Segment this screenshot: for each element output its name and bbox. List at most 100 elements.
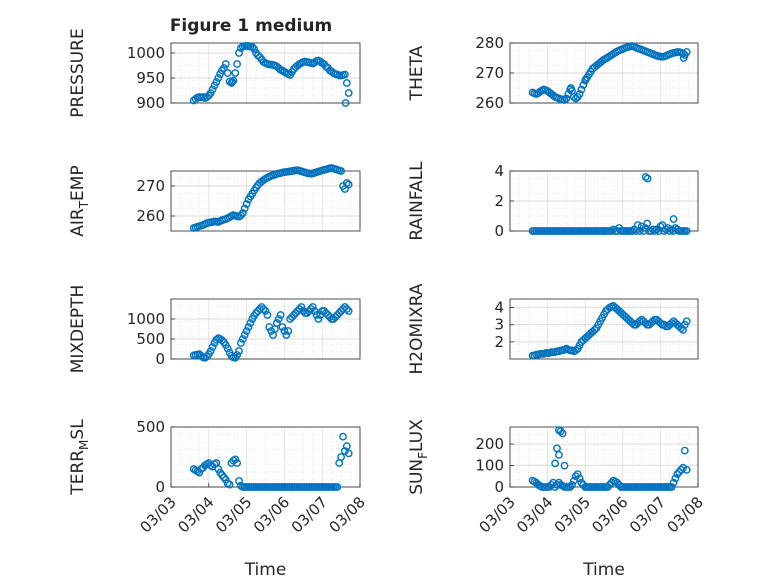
- data-point: [344, 89, 353, 97]
- ytick-label: 260: [475, 94, 504, 112]
- data-point: [677, 465, 685, 474]
- data-point: [571, 94, 580, 103]
- data-point: [233, 459, 242, 467]
- data-point: [682, 48, 691, 56]
- data-point: [231, 69, 240, 77]
- data-point: [229, 76, 238, 85]
- data-point: [242, 200, 251, 208]
- data-point: [235, 49, 243, 57]
- data-point: [342, 179, 351, 187]
- data-point: [244, 323, 253, 331]
- data-point: [344, 180, 353, 189]
- ylabel: MIXDEPTH: [68, 285, 88, 374]
- data-point: [337, 167, 345, 175]
- data-point: [344, 307, 353, 315]
- data-point: [607, 478, 616, 487]
- data-point: [682, 465, 691, 474]
- data-point: [556, 427, 565, 436]
- data-point: [228, 78, 237, 86]
- data-point: [560, 461, 569, 470]
- ylabel-part: EMP: [68, 165, 88, 201]
- data-point: [227, 351, 236, 360]
- ylabel-part: AIR: [68, 208, 88, 237]
- ylabel-part: SL: [68, 419, 88, 440]
- data-point: [568, 480, 576, 489]
- data-point: [571, 472, 580, 481]
- data-point: [272, 319, 281, 327]
- data-point: [284, 327, 293, 335]
- ylabel: RAINFALL: [407, 161, 427, 241]
- subplot-h2omixra: 234 H2OMIXRA: [407, 283, 699, 375]
- data-point: [282, 331, 291, 339]
- data-point: [333, 483, 342, 491]
- ylabel: TERRMSL: [68, 419, 91, 496]
- ylabel: PRESSURE: [68, 28, 88, 117]
- data-point: [643, 174, 652, 183]
- data-point: [208, 85, 217, 94]
- data-point: [590, 325, 599, 334]
- data-point: [238, 335, 247, 343]
- ytick-label: 270: [136, 177, 165, 195]
- axes-box: [509, 298, 699, 360]
- data-point: [250, 45, 259, 53]
- data-point: [340, 70, 349, 79]
- data-point: [566, 483, 575, 491]
- subplot-air-temp: 260 270 AIRTEMP: [68, 164, 361, 237]
- data-point: [342, 305, 351, 313]
- ytick-label: 280: [475, 34, 504, 52]
- ylabel: SUNFLUX: [407, 419, 430, 495]
- data-point: [549, 91, 558, 100]
- data-point: [236, 339, 245, 347]
- data-point: [607, 227, 616, 235]
- data-point: [310, 307, 319, 315]
- data-point: [673, 470, 682, 478]
- data-point: [212, 78, 221, 86]
- data-point: [342, 79, 351, 87]
- data-point: [575, 90, 584, 98]
- data-point: [344, 449, 353, 458]
- data-point: [235, 347, 243, 355]
- data-point: [278, 323, 287, 331]
- ytick-label: 0: [155, 350, 165, 368]
- data-point: [308, 303, 317, 311]
- ylabel: H2OMIXRA: [407, 283, 427, 374]
- data-point: [235, 477, 243, 485]
- data-point: [242, 327, 251, 335]
- data-point: [667, 483, 676, 491]
- ytick-label: 0: [494, 222, 504, 240]
- data-point: [549, 478, 558, 487]
- data-point: [218, 336, 226, 345]
- data-point: [628, 319, 637, 327]
- ytick-label: 500: [136, 418, 165, 436]
- ylabel-part: LUX: [407, 419, 427, 452]
- data-point: [240, 331, 249, 339]
- ytick-label: 0: [155, 478, 165, 496]
- ytick-label: 4: [494, 299, 504, 317]
- ytick-label: 1000: [127, 310, 165, 328]
- data-point: [649, 317, 657, 326]
- data-point: [238, 209, 247, 217]
- data-point: [337, 453, 345, 461]
- data-point: [628, 227, 637, 235]
- data-point: [263, 311, 272, 319]
- ytick-label: 100: [475, 457, 504, 475]
- ylabel-subscript: F: [416, 452, 430, 459]
- data-point: [223, 344, 232, 353]
- axes-box: [170, 42, 361, 104]
- ytick-label: 0: [494, 478, 504, 496]
- ytick-label: 2: [494, 192, 504, 210]
- ytick-label: 500: [136, 330, 165, 348]
- data-point: [341, 99, 350, 107]
- data-point: [312, 311, 321, 319]
- data-point: [555, 450, 563, 459]
- data-point: [643, 219, 652, 228]
- data-point: [219, 64, 228, 72]
- data-point: [295, 305, 304, 313]
- data-point: [650, 227, 659, 235]
- data-point: [656, 319, 665, 327]
- ytick-label: 4: [494, 162, 504, 180]
- data-point: [280, 327, 289, 335]
- data-point: [654, 227, 663, 235]
- data-point: [551, 459, 559, 468]
